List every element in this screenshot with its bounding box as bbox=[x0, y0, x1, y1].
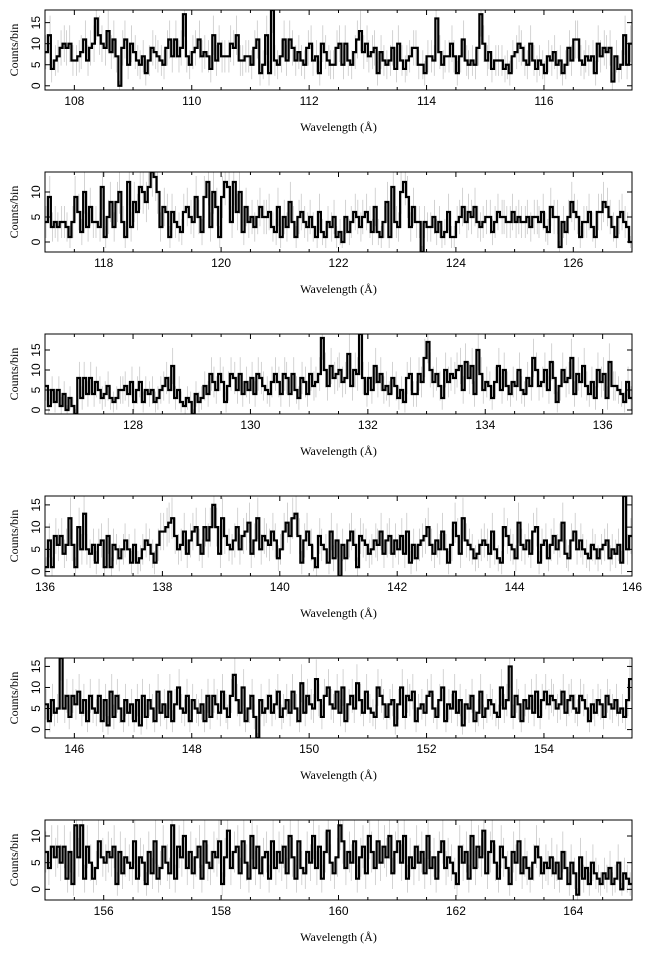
y-tick-label: 15 bbox=[29, 16, 43, 30]
plot-area bbox=[45, 334, 632, 414]
x-tick-label: 146 bbox=[64, 742, 84, 756]
x-tick-label: 150 bbox=[299, 742, 319, 756]
x-tick-label: 132 bbox=[358, 418, 378, 432]
spectrum-panel-4: 136 138 140 142 144 146 0 5 10 15 Counts/bin Wavele… bbox=[7, 495, 642, 620]
x-axis-label: Wavelength (Å) bbox=[300, 120, 377, 134]
spectrum-line bbox=[45, 658, 632, 738]
spectrum-line bbox=[45, 10, 632, 87]
x-tick-label: 136 bbox=[593, 418, 613, 432]
plot-area bbox=[45, 658, 632, 738]
x-tick-label: 156 bbox=[94, 904, 114, 918]
spectrum-line bbox=[45, 496, 632, 576]
x-axis-label: Wavelength (Å) bbox=[300, 606, 377, 620]
spectrum-panel-3: 128 130 132 134 136 0 5 10 15 Counts/bin Wavelengt… bbox=[7, 333, 633, 458]
x-tick-label: 142 bbox=[387, 580, 407, 594]
plot-area bbox=[45, 820, 632, 900]
x-tick-label: 136 bbox=[35, 580, 55, 594]
y-tick-label: 15 bbox=[29, 343, 43, 357]
y-tick-label: 10 bbox=[29, 520, 43, 534]
x-tick-label: 162 bbox=[446, 904, 466, 918]
x-tick-label: 124 bbox=[446, 256, 466, 270]
x-tick-label: 118 bbox=[94, 256, 113, 270]
x-tick-label: 116 bbox=[534, 94, 553, 108]
x-tick-label: 112 bbox=[300, 94, 319, 108]
y-axis-label: Counts/bin bbox=[7, 186, 21, 239]
spectrum-line bbox=[45, 172, 632, 252]
y-tick-label: 5 bbox=[29, 386, 43, 393]
y-axis-label: Counts/bin bbox=[7, 24, 21, 77]
x-tick-label: 154 bbox=[534, 742, 554, 756]
y-tick-label: 0 bbox=[29, 568, 43, 575]
spectrum-panels: 108 110 112 114 116 0 5 10 15 Counts/bin Wavelengt… bbox=[7, 9, 642, 944]
error-bars bbox=[45, 658, 631, 738]
y-tick-label: 10 bbox=[29, 363, 43, 377]
x-tick-label: 160 bbox=[328, 904, 348, 918]
y-tick-label: 0 bbox=[29, 238, 43, 245]
x-tick-label: 110 bbox=[182, 94, 201, 108]
y-tick-label: 10 bbox=[29, 185, 43, 199]
spectrum-panel-6: 156 158 160 162 164 0 5 10 Counts/bin Wavelength … bbox=[7, 819, 633, 944]
x-axis-label: Wavelength (Å) bbox=[300, 444, 377, 458]
y-tick-label: 0 bbox=[29, 406, 43, 413]
y-axis-label: Counts/bin bbox=[7, 348, 21, 401]
y-tick-label: 10 bbox=[29, 829, 43, 843]
y-axis-label: Counts/bin bbox=[7, 510, 21, 563]
x-tick-label: 148 bbox=[182, 742, 202, 756]
plot-area bbox=[45, 172, 632, 252]
spectrum-line bbox=[45, 824, 632, 896]
spectrum-panel-2: 118 120 122 124 126 0 5 10 Counts/bin Wavelength … bbox=[7, 171, 633, 296]
x-tick-label: 158 bbox=[211, 904, 231, 918]
x-tick-label: 122 bbox=[328, 256, 348, 270]
y-axis-label: Counts/bin bbox=[7, 834, 21, 887]
x-tick-label: 128 bbox=[123, 418, 143, 432]
spectrum-panel-5: 146 148 150 152 154 0 5 10 15 Counts/bin Wavelengt… bbox=[7, 657, 633, 782]
x-tick-label: 152 bbox=[417, 742, 437, 756]
x-tick-label: 146 bbox=[622, 580, 642, 594]
x-tick-label: 130 bbox=[240, 418, 260, 432]
y-axis-label: Counts/bin bbox=[7, 672, 21, 725]
x-tick-label: 144 bbox=[505, 580, 525, 594]
y-tick-label: 5 bbox=[29, 546, 43, 553]
x-tick-label: 134 bbox=[475, 418, 495, 432]
x-tick-label: 126 bbox=[563, 256, 583, 270]
y-tick-label: 5 bbox=[29, 213, 43, 220]
y-tick-label: 0 bbox=[29, 82, 43, 89]
x-tick-label: 120 bbox=[211, 256, 231, 270]
x-tick-label: 108 bbox=[64, 94, 84, 108]
x-axis-label: Wavelength (Å) bbox=[300, 768, 377, 782]
spectrum-panel-1: 108 110 112 114 116 0 5 10 15 Counts/bin Wavelengt… bbox=[7, 9, 633, 134]
y-tick-label: 15 bbox=[29, 498, 43, 512]
plot-area bbox=[45, 496, 632, 576]
spectrum-line bbox=[45, 334, 632, 414]
y-tick-label: 0 bbox=[29, 886, 43, 893]
y-tick-label: 10 bbox=[29, 680, 43, 694]
x-tick-label: 140 bbox=[270, 580, 290, 594]
y-tick-label: 5 bbox=[29, 705, 43, 712]
y-tick-label: 10 bbox=[29, 37, 43, 51]
x-tick-label: 164 bbox=[563, 904, 583, 918]
x-tick-label: 138 bbox=[152, 580, 172, 594]
x-tick-label: 114 bbox=[417, 94, 436, 108]
x-axis-label: Wavelength (Å) bbox=[300, 930, 377, 944]
y-tick-label: 0 bbox=[29, 726, 43, 733]
y-tick-label: 5 bbox=[29, 61, 43, 68]
x-axis-label: Wavelength (Å) bbox=[300, 282, 377, 296]
y-tick-label: 5 bbox=[29, 859, 43, 866]
y-tick-label: 15 bbox=[29, 659, 43, 673]
